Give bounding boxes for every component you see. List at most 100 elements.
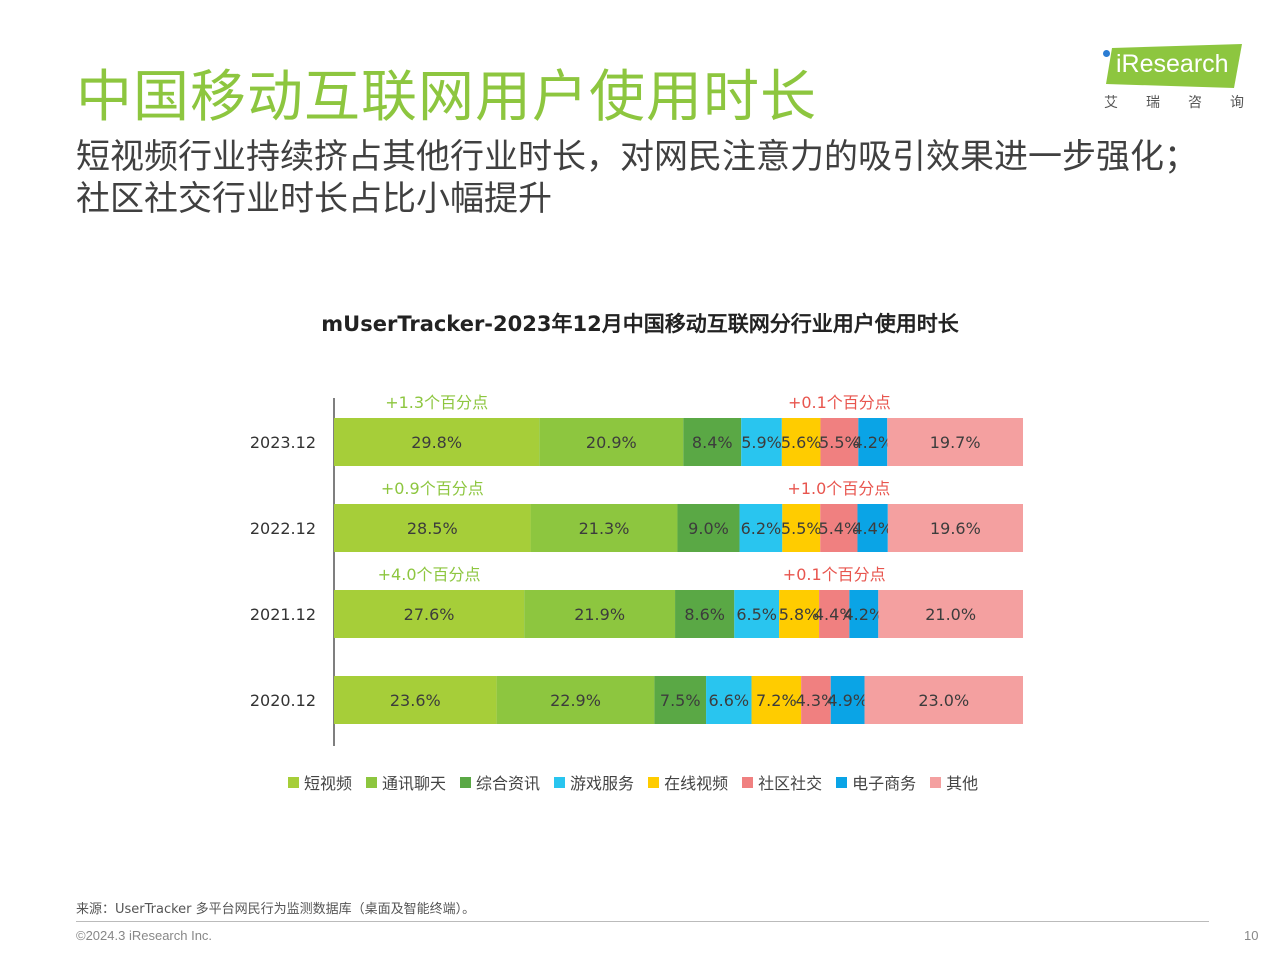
bar-segment (751, 676, 802, 724)
bar-segment (741, 418, 782, 466)
legend-swatch (648, 776, 660, 788)
legend-label: 其他 (946, 774, 979, 793)
chart-title: mUserTracker-2023年12月中国移动互联网分行业用户使用时长 (321, 312, 959, 336)
bar-segment (830, 676, 865, 724)
legend-label: 电子商务 (852, 774, 917, 793)
data-label: 6.6% (708, 691, 749, 710)
bar-segment (539, 418, 684, 466)
legend-label: 在线视频 (664, 774, 729, 793)
data-label: 21.3% (579, 519, 630, 538)
bar-segment (782, 504, 821, 552)
data-label: 23.6% (390, 691, 441, 710)
legend-item: 综合资讯 (460, 770, 540, 794)
data-label: 4.3% (796, 691, 837, 710)
data-label: 23.0% (918, 691, 969, 710)
legend-label: 游戏服务 (570, 774, 635, 793)
legend-swatch (366, 776, 378, 788)
page-title: 中国移动互联网用户使用时长 (76, 65, 817, 130)
bar-segment (496, 676, 655, 724)
page-number: 10 (1244, 928, 1259, 943)
iresearch-logo: iResearch 艾 瑞 咨 询 (1098, 44, 1248, 114)
data-label: 19.7% (930, 433, 981, 452)
data-label: 5.4% (819, 519, 860, 538)
bar-segment (706, 676, 752, 724)
growth-annotation: +0.9个百分点 (381, 479, 484, 498)
growth-annotation: +0.1个百分点 (788, 393, 891, 412)
stacked-bar-chart: 2023.12 29.8% 20.9% 8.4% 5.9%5.6%5.5%4.2% 19.… (250, 393, 1023, 746)
legend-swatch (836, 776, 848, 788)
bar-segment (820, 418, 859, 466)
data-label: 21.9% (574, 605, 625, 624)
growth-annotation: +0.1个百分点 (783, 565, 886, 584)
legend-swatch (460, 776, 472, 788)
data-label: 5.5% (819, 433, 860, 452)
bar-segment (849, 590, 879, 638)
data-label: 8.4% (692, 433, 733, 452)
bar-segment (820, 504, 858, 552)
data-label: 7.5% (660, 691, 701, 710)
legend-swatch (288, 776, 299, 788)
bar-segment (675, 590, 735, 638)
category-label: 2020.12 (250, 691, 316, 710)
category-label: 2021.12 (250, 605, 316, 624)
logo-cn-char: 艾 (1104, 95, 1118, 111)
logo-brand-cn: 艾 瑞 咨 询 (1104, 92, 1244, 112)
source-note: 来源：UserTracker 多平台网民行为监测数据库（桌面及智能终端）。 (76, 902, 476, 917)
data-label: 4.2% (844, 605, 885, 624)
bar-segment (334, 590, 525, 638)
bar-segment (864, 676, 1023, 724)
bar-segment (819, 590, 850, 638)
legend-label: 社区社交 (758, 774, 823, 793)
bar-segment (677, 504, 740, 552)
bar-segment (334, 504, 531, 552)
bar-segment (857, 504, 888, 552)
logo-cn-char: 询 (1230, 95, 1244, 111)
chart-legend: 短视频 通讯聊天 综合资讯 游戏服务 在线视频 社区社交 电子商务 其他 (288, 770, 978, 794)
copyright: ©2024.3 iResearch Inc. (76, 928, 213, 943)
data-label: 20.9% (586, 433, 637, 452)
growth-annotation: +4.0个百分点 (378, 565, 481, 584)
growth-annotation: +1.0个百分点 (787, 479, 890, 498)
page-subtitle: 短视频行业持续挤占其他行业时长，对网民注意力的吸引效果进一步强化；社区社交行业时… (76, 137, 1198, 219)
legend-swatch (930, 776, 942, 788)
logo-dot-icon (1103, 50, 1110, 57)
logo-brand-text: iResearch (1116, 50, 1229, 78)
bar-segment (734, 590, 780, 638)
data-label: 6.5% (736, 605, 777, 624)
data-label: 9.0% (688, 519, 729, 538)
legend-label: 短视频 (304, 774, 353, 793)
legend-item: 其他 (930, 770, 978, 794)
logo-cn-char: 瑞 (1146, 95, 1160, 111)
bar-segment (654, 676, 707, 724)
data-label: 6.2% (741, 519, 782, 538)
legend-label: 通讯聊天 (382, 774, 447, 793)
bar-segment (779, 590, 820, 638)
bar-segment (887, 418, 1023, 466)
data-label: 27.6% (404, 605, 455, 624)
legend-item: 游戏服务 (554, 770, 634, 794)
bar-segment (530, 504, 678, 552)
data-label: 4.9% (827, 691, 868, 710)
data-label: 28.5% (407, 519, 458, 538)
data-label: 4.4% (814, 605, 855, 624)
legend-item: 电子商务 (836, 770, 916, 794)
data-label: 7.2% (756, 691, 797, 710)
data-label: 5.6% (781, 433, 822, 452)
bar-segment (524, 590, 676, 638)
bar-segment (334, 418, 540, 466)
legend-item: 社区社交 (742, 770, 822, 794)
bar-segment (739, 504, 783, 552)
legend-swatch (742, 776, 754, 788)
legend-item: 通讯聊天 (366, 770, 446, 794)
bar-segment (334, 676, 497, 724)
bar-segment (858, 418, 888, 466)
data-label: 5.5% (781, 519, 822, 538)
bar-segment (878, 590, 1023, 638)
data-label: 19.6% (930, 519, 981, 538)
data-label: 29.8% (411, 433, 462, 452)
bar-segment (683, 418, 742, 466)
data-label: 22.9% (550, 691, 601, 710)
logo-badge (1106, 44, 1242, 88)
category-label: 2023.12 (250, 433, 316, 452)
data-label: 21.0% (925, 605, 976, 624)
